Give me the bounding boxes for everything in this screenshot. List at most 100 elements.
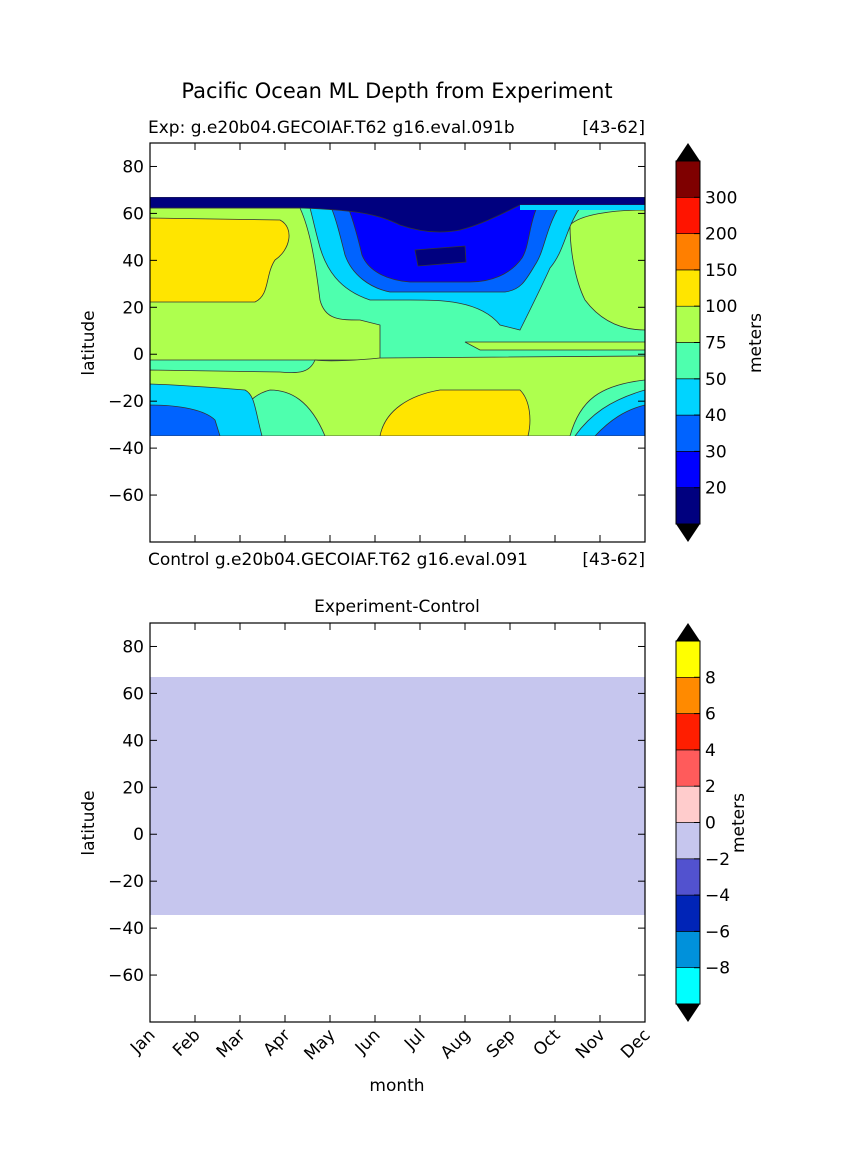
x-tick-label: Mar [213,1025,250,1062]
difference-x-label: month [369,1076,424,1096]
y-tick-label: −20 [108,392,144,412]
colorbar-extend-max [676,143,700,161]
colorbar-swatch [675,931,701,969]
y-tick-label: −40 [108,919,144,939]
contour-band-40-50 [520,205,645,210]
colorbar-tick-label: 30 [705,442,727,462]
colorbar-swatch [675,197,701,234]
contour-band-30-40 [150,404,221,436]
experiment-panel: Exp: g.e20b04.GECOIAF.T62 g16.eval.091b … [79,118,766,570]
x-tick-label: Apr [260,1025,295,1060]
x-tick-label: Dec [617,1025,654,1062]
colorbar-swatch [675,785,701,823]
experiment-y-label: latitude [79,310,99,375]
difference-y-label: latitude [79,790,99,855]
y-tick-label: 80 [122,637,144,657]
experiment-contours [150,197,645,436]
y-tick-label: 0 [133,345,144,365]
control-years: [43-62] [582,550,645,570]
x-tick-label: Sep [483,1025,520,1062]
colorbar-extend-min [676,524,700,542]
colorbar-tick-label: 20 [705,479,727,499]
colorbar-tick-label: 150 [705,261,737,281]
colorbar-tick-label: 4 [705,741,716,761]
experiment-y-ticks: 80 60 40 20 0 −20 −40 −60 [108,143,646,542]
contour-band-100-150 [150,217,290,303]
colorbar-swatch [675,858,701,896]
y-tick-label: 80 [122,157,144,177]
y-tick-label: −60 [108,486,144,506]
y-tick-label: 40 [122,251,144,271]
colorbar-swatch [675,967,701,1005]
contour-band-75-100 [569,209,645,331]
x-tick-label: Aug [437,1025,475,1063]
y-tick-label: 60 [122,204,144,224]
colorbar-tick-label: −6 [705,922,730,942]
colorbar-swatch [675,640,701,678]
colorbar-tick-label: −2 [705,850,730,870]
colorbar-extend-min [676,1004,700,1022]
difference-y-ticks: 80 60 40 20 0 −20 −40 −60 [108,637,645,986]
x-tick-label: Nov [572,1025,610,1063]
colorbar-tick-label: 8 [705,668,716,688]
contour-band-30-40 [594,404,645,436]
difference-field [150,677,645,915]
y-tick-label: 20 [122,778,144,798]
x-tick-label: May [301,1025,340,1064]
colorbar-tick-label: −8 [705,959,730,979]
x-tick-label: Jul [400,1025,429,1054]
experiment-plot-frame [149,142,646,543]
colorbar-swatch [675,822,701,860]
colorbar-swatch [675,305,701,343]
colorbar-swatch [675,342,701,380]
y-tick-label: 20 [122,298,144,318]
colorbar-swatch [675,676,701,714]
difference-subtitle: Experiment-Control [314,597,480,617]
colorbar-tick-label: 100 [705,297,737,317]
y-tick-label: 40 [122,731,144,751]
colorbar-swatch [675,160,701,198]
experiment-colorbar-label: meters [746,313,766,373]
contour-band-100-150 [379,389,531,436]
x-tick-label: Jun [351,1025,385,1059]
colorbar-swatch [675,414,701,452]
contour-band-75-100 [464,341,645,351]
colorbar-tick-label: 300 [705,188,737,208]
x-tick-label: Oct [530,1025,565,1060]
y-tick-label: 60 [122,684,144,704]
y-tick-label: −20 [108,872,144,892]
x-tick-label: Feb [169,1025,204,1060]
experiment-years: [43-62] [582,118,645,138]
colorbar-tick-label: 75 [705,334,727,354]
colorbar-extend-max [676,623,700,641]
colorbar-swatch [675,233,701,271]
colorbar-swatch [675,713,701,751]
difference-colorbar: −8 −6 −4 −2 0 2 4 6 8 [675,623,730,1022]
colorbar-swatch [675,487,701,525]
colorbar-swatch [675,749,701,787]
control-caption: Control g.e20b04.GECOIAF.T62 g16.eval.09… [148,550,528,570]
colorbar-tick-label: 50 [705,370,727,390]
y-tick-label: −40 [108,439,144,459]
contour-band-lt-20 [150,197,645,233]
colorbar-swatch [675,894,701,932]
colorbar-tick-label: 40 [705,406,727,426]
contour-band-lt-20 [414,245,467,267]
x-tick-label: Jan [126,1025,159,1058]
colorbar-tick-label: 6 [705,705,716,725]
difference-colorbar-label: meters [729,793,749,853]
colorbar-swatch [675,378,701,416]
experiment-colorbar: 20 30 40 50 75 100 150 200 300 [675,143,737,542]
experiment-subtitle: Exp: g.e20b04.GECOIAF.T62 g16.eval.091b [148,118,515,138]
colorbar-tick-label: 0 [705,814,716,834]
colorbar-tick-label: 2 [705,777,716,797]
colorbar-swatch [675,451,701,488]
colorbar-tick-label: 200 [705,225,737,245]
difference-plot-frame [149,622,646,1023]
figure-title: Pacific Ocean ML Depth from Experiment [181,79,612,103]
colorbar-tick-label: −4 [705,886,730,906]
y-tick-label: 0 [133,825,144,845]
y-tick-label: −60 [108,966,144,986]
